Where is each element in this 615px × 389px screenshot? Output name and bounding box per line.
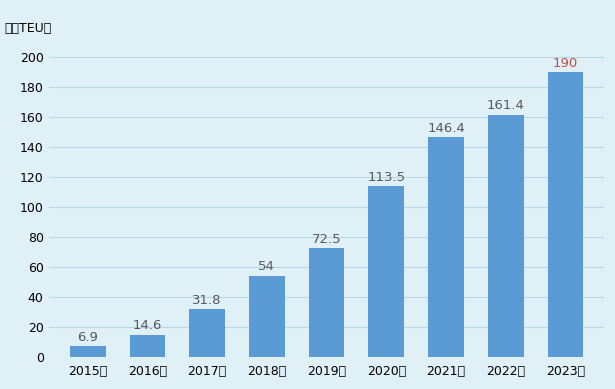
Text: 31.8: 31.8: [192, 294, 222, 307]
Bar: [189, 309, 225, 357]
Bar: [249, 276, 285, 357]
Bar: [309, 248, 344, 357]
Text: 72.5: 72.5: [312, 233, 341, 245]
Bar: [69, 346, 106, 357]
Text: 54: 54: [258, 260, 276, 273]
Bar: [428, 137, 464, 357]
Bar: [547, 72, 584, 357]
Text: 146.4: 146.4: [427, 122, 465, 135]
Text: 14.6: 14.6: [133, 319, 162, 333]
Text: （万TEU）: （万TEU）: [5, 23, 52, 35]
Text: 161.4: 161.4: [487, 99, 525, 112]
Bar: [368, 186, 404, 357]
Text: 190: 190: [553, 56, 578, 70]
Bar: [488, 115, 523, 357]
Text: 113.5: 113.5: [367, 171, 405, 184]
Bar: [130, 335, 165, 357]
Text: 6.9: 6.9: [77, 331, 98, 344]
